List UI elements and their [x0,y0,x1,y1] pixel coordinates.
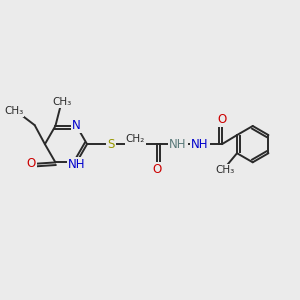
Text: CH₂: CH₂ [125,134,145,144]
Text: N: N [72,119,81,132]
Text: CH₃: CH₃ [216,165,235,175]
Text: NH: NH [68,158,85,171]
Text: CH₃: CH₃ [4,106,23,116]
Text: O: O [218,113,226,126]
Text: CH₃: CH₃ [52,97,72,107]
Text: O: O [152,163,162,176]
Text: O: O [26,158,36,170]
Text: S: S [107,138,115,151]
Text: NH: NH [191,138,209,151]
Text: NH: NH [169,138,187,151]
